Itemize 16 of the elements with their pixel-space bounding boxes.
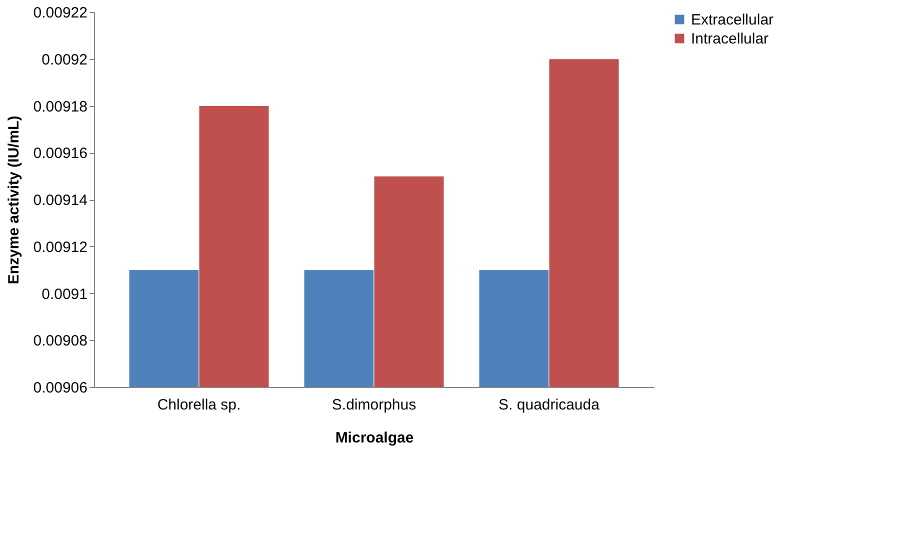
y-tick-label: 0.00916	[33, 145, 88, 162]
y-tick-label: 0.00914	[33, 192, 88, 209]
y-tick-label: 0.0091	[42, 286, 88, 303]
y-tick-label: 0.00922	[33, 4, 88, 22]
y-tick-label: 0.00906	[33, 380, 88, 396]
y-tick-label: 0.0092	[42, 51, 88, 68]
legend-label: Extracellular	[691, 12, 774, 28]
x-tick-label: Chlorella sp.	[157, 396, 241, 414]
x-axis-title: Microalgae	[335, 430, 414, 446]
y-tick-label: 0.00912	[33, 238, 88, 256]
y-tick-label: 0.00908	[33, 332, 88, 350]
y-axis-title: Enzyme activity (IU/mL)	[5, 116, 22, 284]
x-tick-label: S.dimorphus	[332, 396, 416, 414]
legend-label: Intracellular	[691, 30, 769, 48]
x-tick-label: S. quadricauda	[498, 396, 600, 414]
y-tick-label: 0.00918	[33, 98, 88, 116]
